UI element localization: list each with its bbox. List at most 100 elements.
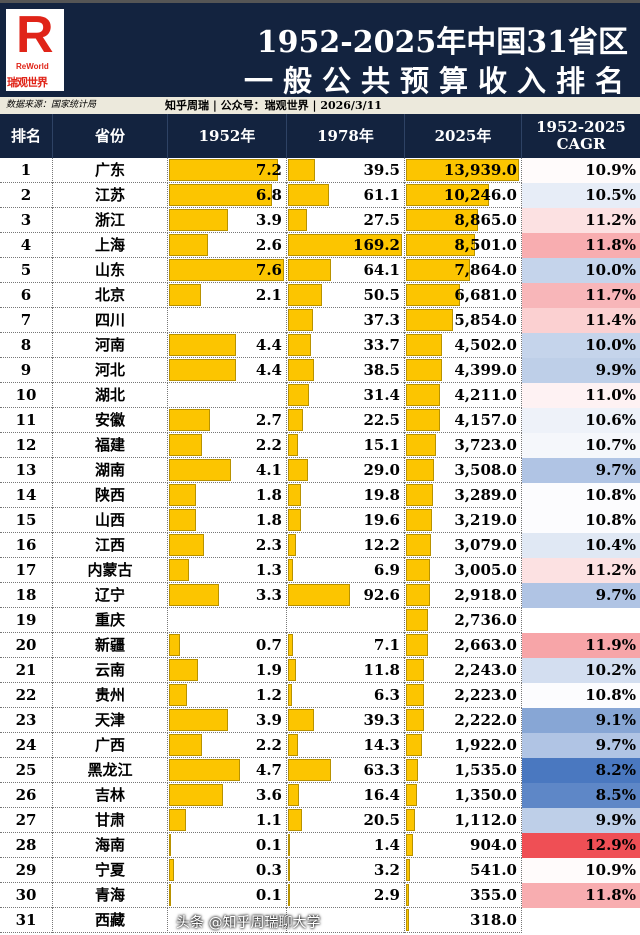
province: 重庆 bbox=[53, 608, 168, 633]
value: 1.9 bbox=[255, 661, 282, 679]
cell-2025年: 3,723.0 bbox=[405, 433, 522, 458]
cell-2025年: 2,736.0 bbox=[405, 608, 522, 633]
rank: 28 bbox=[0, 833, 53, 858]
cagr: 10.0% bbox=[522, 258, 640, 283]
value: 1.1 bbox=[255, 811, 282, 829]
data-bar bbox=[406, 434, 437, 456]
cell-2025年: 8,501.0 bbox=[405, 233, 522, 258]
cell-2025年: 13,939.0 bbox=[405, 158, 522, 183]
value: 1.2 bbox=[255, 686, 282, 704]
value: 355.0 bbox=[470, 886, 517, 904]
rank: 15 bbox=[0, 508, 53, 533]
table-row: 4 上海 2.6 169.2 8,501.0 11.8% bbox=[0, 233, 640, 258]
data-bar bbox=[288, 459, 308, 481]
rank: 5 bbox=[0, 258, 53, 283]
cell-1978年: 29.0 bbox=[287, 458, 405, 483]
province: 安徽 bbox=[53, 408, 168, 433]
cell-1952年: 2.3 bbox=[168, 533, 287, 558]
cell-1952年: 1.8 bbox=[168, 483, 287, 508]
data-bar bbox=[288, 234, 402, 256]
value: 14.3 bbox=[363, 736, 400, 754]
table-row: 28 海南 0.1 1.4 904.0 12.9% bbox=[0, 833, 640, 858]
cell-1952年: 0.1 bbox=[168, 883, 287, 908]
cell-2025年: 7,864.0 bbox=[405, 258, 522, 283]
cell-1978年: 64.1 bbox=[287, 258, 405, 283]
title-line-2: 一般公共预算收入排名 bbox=[243, 64, 634, 98]
rank: 6 bbox=[0, 283, 53, 308]
cagr: 11.2% bbox=[522, 558, 640, 583]
table-row: 1 广东 7.2 39.5 13,939.0 10.9% bbox=[0, 158, 640, 183]
rank: 20 bbox=[0, 633, 53, 658]
value: 3.2 bbox=[373, 861, 400, 879]
cagr: 10.2% bbox=[522, 658, 640, 683]
cell-1978年: 6.9 bbox=[287, 558, 405, 583]
cagr: 9.9% bbox=[522, 808, 640, 833]
data-bar bbox=[406, 634, 428, 656]
value: 2.9 bbox=[373, 886, 400, 904]
rank: 23 bbox=[0, 708, 53, 733]
rank: 9 bbox=[0, 358, 53, 383]
value: 1,535.0 bbox=[454, 761, 517, 779]
cell-1978年: 37.3 bbox=[287, 308, 405, 333]
cell-2025年: 5,854.0 bbox=[405, 308, 522, 333]
cell-2025年: 2,918.0 bbox=[405, 583, 522, 608]
cell-2025年: 4,157.0 bbox=[405, 408, 522, 433]
data-bar bbox=[406, 484, 433, 506]
header-2025: 2025年 bbox=[405, 114, 522, 158]
province: 内蒙古 bbox=[53, 558, 168, 583]
data-bar bbox=[288, 534, 297, 556]
value: 10,246.0 bbox=[443, 186, 517, 204]
cell-1952年: 0.3 bbox=[168, 858, 287, 883]
rank: 7 bbox=[0, 308, 53, 333]
province: 陕西 bbox=[53, 483, 168, 508]
table-row: 31 西藏 318.0 bbox=[0, 908, 640, 933]
data-bar bbox=[169, 734, 203, 756]
cell-1952年: 2.2 bbox=[168, 433, 287, 458]
table-row: 18 辽宁 3.3 92.6 2,918.0 9.7% bbox=[0, 583, 640, 608]
value: 904.0 bbox=[470, 836, 517, 854]
rank: 31 bbox=[0, 908, 53, 933]
data-bar bbox=[169, 484, 197, 506]
data-bar bbox=[169, 334, 236, 356]
cell-1978年: 19.8 bbox=[287, 483, 405, 508]
cell-1952年: 6.8 bbox=[168, 183, 287, 208]
cell-1952年: 1.9 bbox=[168, 658, 287, 683]
cell-1978年: 27.5 bbox=[287, 208, 405, 233]
title-banner: R ReWorld 瑞观世界 1952-2025年中国31省区 一般公共预算收入… bbox=[0, 0, 640, 98]
rank: 11 bbox=[0, 408, 53, 433]
cagr: 11.8% bbox=[522, 233, 640, 258]
cell-1978年: 20.5 bbox=[287, 808, 405, 833]
province: 湖北 bbox=[53, 383, 168, 408]
data-bar bbox=[288, 434, 299, 456]
data-bar bbox=[288, 884, 290, 906]
data-bar bbox=[288, 734, 298, 756]
cagr: 10.9% bbox=[522, 858, 640, 883]
cell-1952年: 1.2 bbox=[168, 683, 287, 708]
cell-1952年: 2.2 bbox=[168, 733, 287, 758]
value: 5,854.0 bbox=[454, 311, 517, 329]
province: 宁夏 bbox=[53, 858, 168, 883]
cell-1978年: 22.5 bbox=[287, 408, 405, 433]
province: 浙江 bbox=[53, 208, 168, 233]
value: 2,918.0 bbox=[454, 586, 517, 604]
data-bar bbox=[406, 309, 454, 331]
value: 63.3 bbox=[363, 761, 400, 779]
cell-2025年: 1,112.0 bbox=[405, 808, 522, 833]
cell-1978年: 2.9 bbox=[287, 883, 405, 908]
province: 黑龙江 bbox=[53, 758, 168, 783]
data-bar bbox=[406, 334, 443, 356]
value: 318.0 bbox=[470, 911, 517, 929]
data-bar bbox=[288, 809, 302, 831]
value: 64.1 bbox=[363, 261, 400, 279]
value: 0.3 bbox=[255, 861, 282, 879]
value: 29.0 bbox=[363, 461, 400, 479]
value: 7.1 bbox=[373, 636, 400, 654]
table-row: 26 吉林 3.6 16.4 1,350.0 8.5% bbox=[0, 783, 640, 808]
cell-1978年: 92.6 bbox=[287, 583, 405, 608]
cell-1978年: 38.5 bbox=[287, 358, 405, 383]
province: 广西 bbox=[53, 733, 168, 758]
rank: 16 bbox=[0, 533, 53, 558]
data-bar bbox=[288, 859, 291, 881]
cell-1978年: 14.3 bbox=[287, 733, 405, 758]
cell-1952年: 0.7 bbox=[168, 633, 287, 658]
